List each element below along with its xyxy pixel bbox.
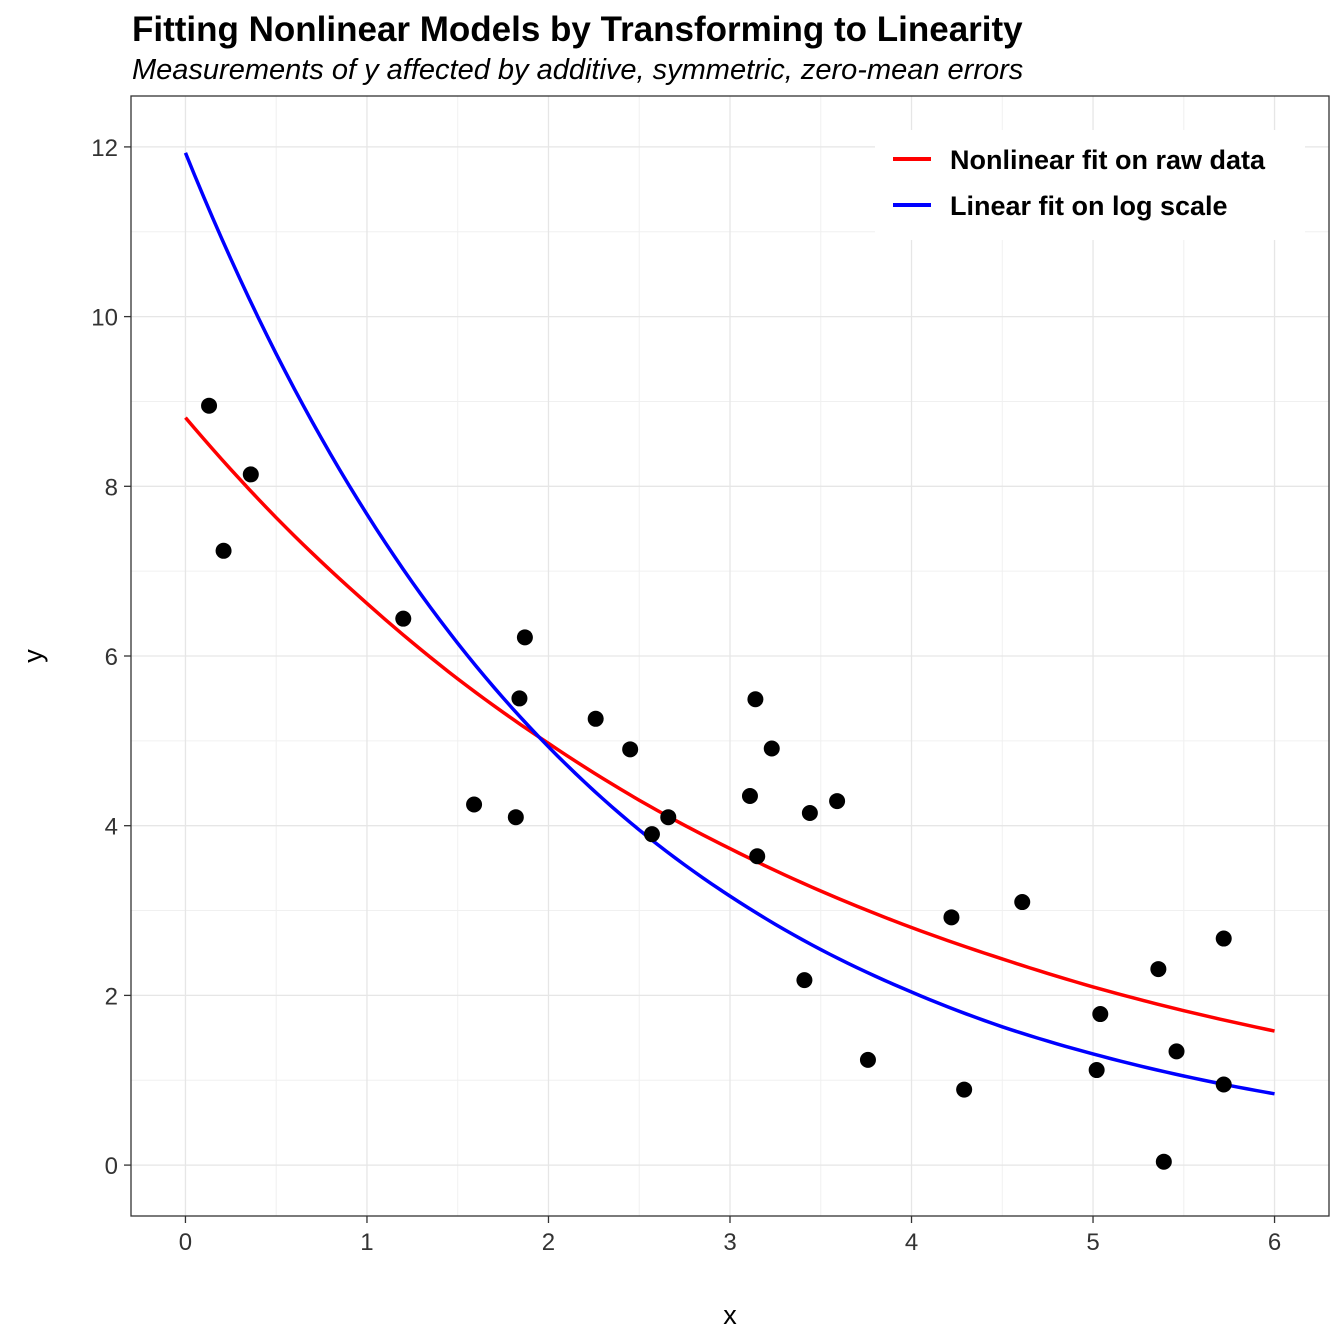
fit-curves xyxy=(183,152,1275,1096)
data-point xyxy=(660,809,677,826)
legend-background xyxy=(875,130,1305,240)
data-point xyxy=(1168,1043,1185,1060)
data-point xyxy=(1092,1006,1109,1023)
data-point xyxy=(829,793,846,810)
data-point xyxy=(801,804,818,821)
x-tick-label: 1 xyxy=(360,1229,373,1256)
legend-label-linear-log: Linear fit on log scale xyxy=(950,191,1228,221)
data-point xyxy=(242,466,259,483)
chart-title: Fitting Nonlinear Models by Transforming… xyxy=(132,10,1023,49)
x-axis-label: x xyxy=(723,1300,737,1330)
data-point xyxy=(507,809,524,826)
data-point xyxy=(643,826,660,843)
data-point xyxy=(1088,1062,1105,1079)
data-point xyxy=(796,972,813,989)
log-linear-fit-line xyxy=(183,152,1275,1096)
data-point xyxy=(1155,1153,1172,1170)
data-point xyxy=(201,397,218,414)
grid xyxy=(131,96,1329,1216)
x-tick-label: 4 xyxy=(905,1229,918,1256)
y-tick-label: 12 xyxy=(91,135,118,162)
data-point xyxy=(1215,930,1232,947)
data-point xyxy=(763,740,780,757)
x-tick-label: 5 xyxy=(1086,1229,1099,1256)
chart-subtitle: Measurements of y affected by additive, … xyxy=(132,54,1024,86)
y-tick-label: 8 xyxy=(105,474,118,501)
x-tick-label: 2 xyxy=(542,1229,555,1256)
nonlinear-fit-line xyxy=(184,416,1275,1033)
y-tick-label: 4 xyxy=(105,814,118,841)
data-point xyxy=(1014,894,1031,911)
data-point xyxy=(395,610,412,627)
x-tick-label: 3 xyxy=(723,1229,736,1256)
data-point xyxy=(956,1081,973,1098)
y-tick-label: 6 xyxy=(105,644,118,671)
x-tick-label: 0 xyxy=(179,1229,192,1256)
y-tick-label: 0 xyxy=(105,1153,118,1180)
data-point xyxy=(747,691,764,708)
data-point xyxy=(749,848,766,865)
y-tick-label: 2 xyxy=(105,983,118,1010)
data-point xyxy=(1150,961,1167,978)
data-point xyxy=(859,1051,876,1068)
y-axis-label: y xyxy=(18,649,48,663)
legend: Nonlinear fit on raw data Linear fit on … xyxy=(875,130,1305,240)
data-point xyxy=(466,796,483,813)
data-point xyxy=(943,909,960,926)
data-point xyxy=(215,542,232,559)
data-point xyxy=(511,690,528,707)
legend-label-nonlinear: Nonlinear fit on raw data xyxy=(950,145,1266,175)
data-point xyxy=(1215,1076,1232,1093)
data-point xyxy=(516,629,533,646)
data-point xyxy=(587,710,604,727)
data-point xyxy=(622,741,639,758)
data-points xyxy=(201,397,1232,1170)
y-tick-label: 10 xyxy=(91,305,118,332)
x-tick-label: 6 xyxy=(1268,1229,1281,1256)
data-point xyxy=(741,788,758,804)
